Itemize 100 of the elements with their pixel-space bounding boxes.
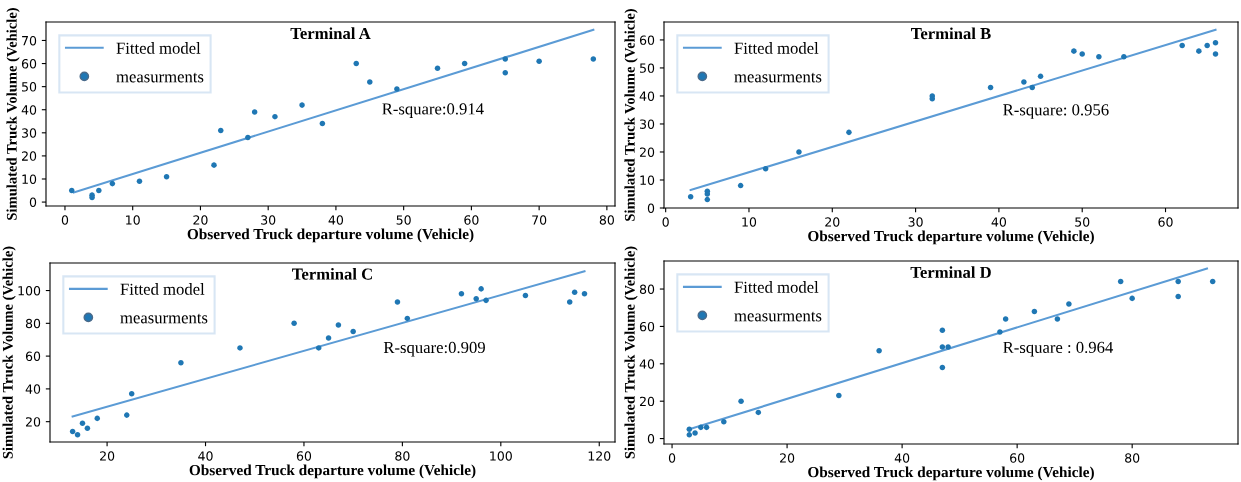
x-tick-label: 10 (126, 215, 140, 225)
x-tick-label: 20 (100, 451, 115, 461)
point (796, 149, 802, 155)
x-tick-label: 70 (532, 215, 547, 225)
y-tick-label: 20 (21, 151, 37, 161)
point (272, 113, 278, 120)
x-axis-title: Observed Truck departure volume (Vehicle) (808, 466, 1094, 481)
chart-title: Terminal A (290, 27, 371, 40)
y-tick-label: 50 (22, 82, 37, 92)
x-tick-label: 60 (296, 451, 312, 461)
x-tick-label: 40 (328, 215, 344, 225)
point (945, 344, 951, 350)
x-axis-title: Observed Truck departure volume (Vehicle) (808, 230, 1094, 245)
point (737, 182, 744, 189)
point (762, 166, 769, 172)
y-tick-label: 40 (639, 91, 655, 101)
legend-label: measurments (120, 313, 208, 324)
point (1129, 295, 1135, 302)
y-tick-label: 60 (21, 59, 37, 69)
point (1196, 48, 1202, 54)
point (566, 299, 573, 305)
point (74, 432, 81, 438)
point (1031, 308, 1038, 315)
point (721, 418, 727, 425)
x-tick-label: 80 (1125, 453, 1140, 463)
point (1212, 51, 1219, 57)
point (939, 364, 946, 371)
point (876, 347, 882, 354)
x-tick-label: 20 (825, 217, 840, 227)
y-tick-label: 20 (639, 396, 655, 407)
point (1029, 84, 1035, 91)
y-axis-title: Simulated Truck Volume (Vehicle) (2, 246, 16, 459)
point (522, 292, 529, 299)
y-axis-title: Simulated Truck Volume (Vehicle) (624, 246, 638, 459)
x-tick-label: 40 (198, 451, 213, 461)
y-tick-label: 0 (29, 197, 37, 207)
point (217, 127, 224, 134)
point (1204, 42, 1210, 49)
point (1037, 73, 1044, 80)
point (1079, 51, 1085, 57)
point (128, 391, 135, 397)
point (755, 409, 762, 416)
point (590, 56, 597, 62)
point (939, 344, 946, 350)
y-tick-label: 60 (639, 321, 655, 332)
x-tick-label: 80 (599, 215, 614, 225)
x-tick-label: 0 (668, 453, 676, 463)
y-tick-label: 10 (22, 174, 37, 184)
point (367, 79, 373, 85)
y-tick-label: 40 (25, 384, 41, 394)
point (109, 180, 116, 187)
point (1117, 278, 1124, 285)
point (692, 430, 698, 436)
point (124, 412, 130, 418)
point (502, 56, 509, 62)
point (325, 335, 332, 341)
point (319, 120, 326, 127)
point (581, 291, 588, 297)
point (1179, 42, 1185, 49)
point (478, 286, 484, 292)
point (939, 327, 946, 333)
point (1209, 278, 1216, 285)
legend-label: Fitted model (120, 283, 205, 295)
y-tick-label: 40 (21, 105, 37, 115)
x-tick-label: 80 (395, 451, 410, 461)
y-tick-label: 0 (647, 434, 655, 444)
x-axis-title: Observed Truck departure volume (Vehicle) (189, 464, 476, 479)
point (96, 187, 102, 194)
y-tick-label: 30 (640, 119, 655, 129)
point (1071, 48, 1077, 54)
point (687, 194, 694, 200)
point (1096, 53, 1102, 60)
point (335, 322, 342, 328)
point (686, 426, 693, 433)
x-tick-label: 30 (908, 217, 923, 227)
point (394, 86, 400, 92)
legend-label: Fitted model (734, 42, 819, 54)
chart-title: Terminal D (910, 266, 991, 278)
point (704, 196, 711, 203)
annotation: R-square: 0.956 (1003, 104, 1109, 119)
point (79, 420, 86, 427)
y-tick-label: 20 (25, 417, 41, 427)
point (394, 299, 401, 305)
point (237, 345, 243, 351)
x-tick-label: 50 (1075, 217, 1090, 227)
point (1212, 39, 1219, 46)
y-tick-label: 70 (22, 35, 37, 46)
point (1175, 278, 1181, 285)
legend-label: Fitted model (116, 42, 201, 54)
annotation: R-square : 0.964 (1003, 341, 1114, 357)
point (315, 345, 322, 351)
legend-label: measurments (734, 72, 822, 83)
x-tick-label: 20 (780, 453, 795, 463)
point (251, 109, 258, 115)
legend-label: Fitted model (734, 281, 819, 293)
y-tick-label: 40 (639, 359, 655, 369)
point (404, 315, 411, 322)
point (163, 173, 170, 180)
annotation: R-square:0.914 (382, 103, 484, 118)
y-tick-label: 10 (640, 175, 655, 185)
